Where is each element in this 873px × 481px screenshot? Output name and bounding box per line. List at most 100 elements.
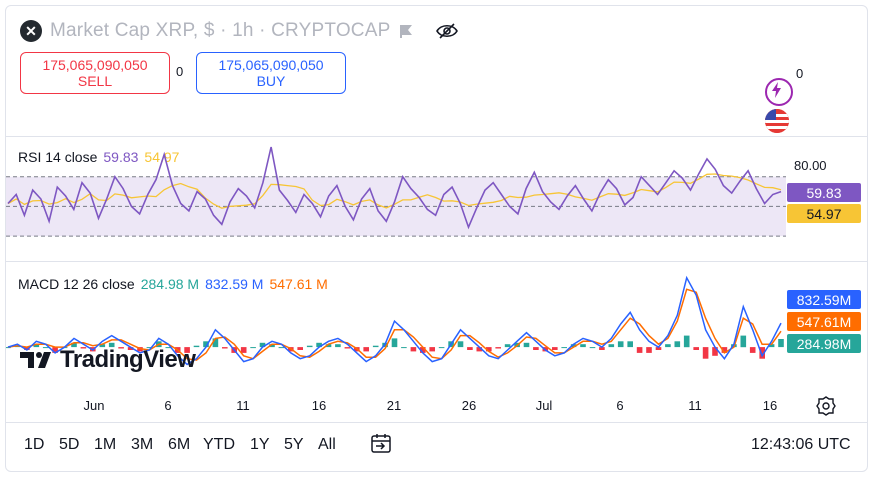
macd-hist-bar [316,342,322,348]
main-axis-zero: 0 [796,66,804,81]
utc-clock[interactable]: 12:43:06 UTC [751,436,851,453]
rsi-legend-label: RSI 14 close [18,149,98,165]
macd-hist-bar [768,344,775,348]
macd-hist-bar [240,347,247,353]
rsi-legend[interactable]: RSI 14 close 59.83 54.97 [18,149,179,165]
symbol-header[interactable]: ✕ Market Cap XRP, $ · 1h · CRYPTOCAP [20,18,459,44]
range-button-ytd[interactable]: YTD [203,436,235,453]
buy-price: 175,065,090,050 [218,57,324,73]
macd-hist-bar [712,347,718,356]
flag-icon[interactable] [398,23,414,39]
range-button-1m[interactable]: 1M [94,436,117,453]
macd-hist-bar [335,344,341,348]
macd-hist-bar [363,347,369,352]
lightning-icon[interactable] [765,78,793,106]
buy-button[interactable]: 175,065,090,050 BUY [196,52,346,94]
sell-label: SELL [77,73,113,89]
macd-hist-bar [42,347,49,349]
range-button-6m[interactable]: 6M [168,436,191,453]
macd-hist-bar [24,347,30,350]
us-flag-icon[interactable] [765,109,789,133]
macd-hist-bar [589,347,596,349]
tradingview-logo[interactable]: TradingView [20,346,196,374]
hist-price-tag: 284.98M [787,334,861,353]
macd-hist-bar [372,345,379,348]
macd-hist-bar [702,347,709,359]
x-tick-label: 16 [311,398,327,413]
macd-price-tag: 832.59M [787,290,861,309]
signal-line [7,288,782,361]
rsi-line [7,146,782,230]
macd-hist-bar [259,342,266,348]
range-button-all[interactable]: All [318,436,336,453]
macd-hist-bar [504,344,511,348]
macd-hist-bar [429,347,435,352]
macd-hist-bar [108,342,115,348]
pane-divider-2[interactable] [6,261,867,262]
macd-hist-bar [438,347,445,349]
macd-hist-bar [580,344,586,348]
sell-button[interactable]: 175,065,090,050 SELL [20,52,170,94]
macd-hist-bar [457,341,464,348]
rsi-ma-line [7,173,782,209]
x-tick-label: 11 [236,398,250,413]
macd-hist-bar [759,347,765,359]
macd-hist-bar [655,347,662,350]
macd-hist-bar [523,342,530,348]
macd-hist-bar [674,341,681,348]
macd-hist-bar [608,344,615,348]
macd-legend-macd: 832.59 M [205,276,264,292]
macd-hist-bar [476,347,483,352]
macd-hist-bar [740,335,747,348]
pane-divider[interactable] [6,136,867,137]
eye-hidden-icon[interactable] [436,23,459,39]
macd-hist-bar [636,347,643,353]
macd-hist-bar [665,344,671,348]
macd-hist-bar [646,347,652,353]
macd-hist-bar [627,341,633,348]
macd-hist-bar [297,347,303,350]
rsi-legend-ma: 54.97 [144,149,180,165]
range-button-5d[interactable]: 5D [59,436,80,453]
rsi-price-tag: 59.83 [787,183,861,202]
macd-hist-bar [467,347,473,350]
macd-hist-bar [146,347,153,349]
rsi-plot[interactable] [6,137,786,261]
macd-hist-bar [495,347,501,349]
spread-value: 0 [176,64,184,79]
x-tick-label: 11 [688,398,702,413]
macd-hist-bar [127,347,134,350]
rsi-upper-level: 80.00 [794,158,827,173]
range-button-1d[interactable]: 1D [24,436,45,453]
macd-hist-bar [184,347,190,353]
x-tick-label: 21 [386,398,402,413]
range-button-1y[interactable]: 1Y [250,436,270,453]
macd-hist-bar [570,344,577,348]
signal-price-tag: 547.61M [787,312,861,331]
rsi-ma-price-tag: 54.97 [787,204,861,223]
bottom-toolbar-divider [6,422,867,423]
range-button-3m[interactable]: 3M [131,436,154,453]
macd-hist-bar [401,347,407,349]
macd-hist-bar [552,347,558,350]
macd-legend[interactable]: MACD 12 26 close 284.98 M 832.59 M 547.6… [18,276,328,292]
range-button-5y[interactable]: 5Y [284,436,304,453]
calendar-goto-icon[interactable] [369,431,393,455]
macd-hist-bar [749,347,756,353]
macd-plot[interactable] [6,262,786,386]
macd-hist-bar [486,347,492,352]
xrp-logo-icon: ✕ [20,20,42,42]
macd-legend-signal: 547.61 M [269,276,328,292]
macd-hist-bar [778,339,784,348]
macd-hist-bar [721,347,728,353]
tradingview-wordmark: TradingView [60,346,196,373]
x-tick-label: 16 [762,398,778,413]
sell-price: 175,065,090,050 [42,57,148,73]
macd-hist-bar [344,347,351,349]
chart-frame: ✕ Market Cap XRP, $ · 1h · CRYPTOCAP 175… [5,5,868,472]
gear-icon[interactable] [816,396,836,416]
macd-hist-bar [99,344,106,348]
macd-hist-bar [118,347,124,349]
macd-line [7,275,782,366]
symbol-title: Market Cap XRP, $ · 1h · CRYPTOCAP [50,20,391,41]
